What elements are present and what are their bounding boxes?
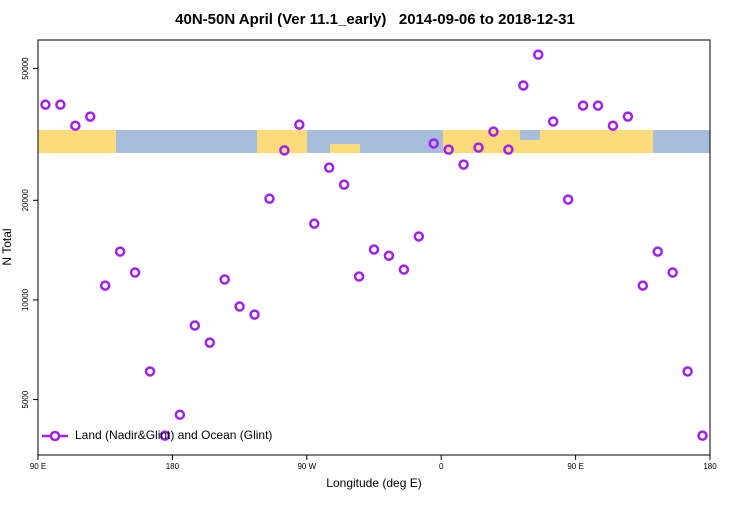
plot-frame bbox=[37, 39, 711, 456]
point bbox=[174, 409, 186, 420]
map-strip bbox=[38, 130, 710, 153]
point bbox=[85, 111, 96, 122]
point bbox=[622, 111, 634, 122]
point bbox=[488, 126, 499, 137]
point bbox=[279, 145, 290, 156]
x-tick-label: 90 E bbox=[567, 462, 583, 471]
point bbox=[637, 280, 649, 291]
legend-marker bbox=[49, 430, 61, 442]
land bbox=[330, 144, 360, 153]
point bbox=[667, 267, 678, 278]
point bbox=[338, 179, 350, 190]
point bbox=[219, 274, 230, 285]
point bbox=[577, 100, 589, 111]
point bbox=[189, 320, 201, 331]
point bbox=[413, 231, 425, 242]
point bbox=[652, 246, 663, 257]
point bbox=[159, 430, 171, 441]
land bbox=[257, 130, 307, 153]
y-tick-label: 20000 bbox=[21, 189, 30, 212]
point bbox=[592, 100, 604, 111]
x-tick-label: 180 bbox=[166, 462, 180, 471]
point bbox=[264, 193, 275, 204]
point bbox=[473, 142, 484, 153]
point bbox=[129, 267, 141, 278]
x-tick-label: 90 W bbox=[297, 462, 316, 471]
x-tick-label: 180 bbox=[703, 462, 717, 471]
point bbox=[547, 116, 559, 127]
point bbox=[607, 120, 619, 131]
y-tick-label: 10000 bbox=[21, 288, 30, 311]
point bbox=[323, 162, 335, 173]
land bbox=[38, 130, 116, 153]
point bbox=[398, 264, 410, 275]
point bbox=[144, 366, 156, 377]
point bbox=[40, 99, 51, 110]
point bbox=[55, 99, 66, 110]
point bbox=[309, 218, 320, 229]
y-axis-label: N Total bbox=[0, 228, 14, 265]
x-tick-label: 0 bbox=[439, 462, 444, 471]
point bbox=[503, 144, 514, 155]
x-tick-label: 90 E bbox=[30, 462, 46, 471]
y-tick-label: 50000 bbox=[21, 57, 30, 80]
point bbox=[697, 430, 708, 441]
sea bbox=[520, 130, 540, 140]
legend-label: Land (Nadir&Glint) and Ocean (Glint) bbox=[75, 428, 272, 442]
chart-title: 40N-50N April (Ver 11.1_early) 2014-09-0… bbox=[175, 11, 575, 28]
point bbox=[204, 337, 215, 348]
point bbox=[114, 246, 126, 257]
point bbox=[99, 280, 111, 291]
x-axis-label: Longitude (deg E) bbox=[326, 476, 421, 490]
point bbox=[533, 49, 544, 60]
point bbox=[518, 80, 529, 91]
point bbox=[353, 271, 365, 282]
point bbox=[383, 250, 395, 261]
point bbox=[682, 366, 693, 377]
point bbox=[70, 120, 81, 131]
point bbox=[562, 194, 574, 205]
point bbox=[249, 309, 260, 320]
point bbox=[234, 301, 245, 312]
point bbox=[428, 138, 439, 149]
y-tick-label: 5000 bbox=[21, 390, 30, 408]
point bbox=[443, 144, 454, 155]
point bbox=[458, 159, 469, 170]
point bbox=[368, 244, 380, 255]
point bbox=[294, 119, 305, 130]
